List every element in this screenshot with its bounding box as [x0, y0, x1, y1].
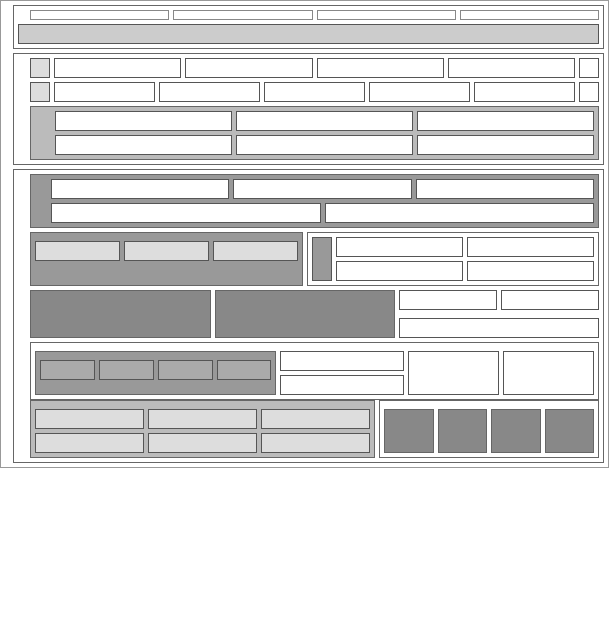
base-item	[467, 261, 594, 281]
analysis-item	[417, 111, 594, 131]
test-item	[213, 241, 298, 261]
test-platform-group	[30, 232, 303, 286]
saas-item	[369, 82, 470, 102]
saas-item	[159, 82, 260, 102]
rule-engine	[280, 351, 403, 371]
app-col-general	[173, 10, 312, 20]
base-services-group	[307, 232, 599, 286]
test-item	[124, 241, 209, 261]
saas-item	[54, 82, 155, 102]
apps-section	[13, 5, 604, 49]
tsdb	[280, 375, 403, 395]
dev-center-group	[30, 174, 599, 228]
data-routing	[408, 351, 499, 395]
saas-item	[54, 58, 181, 78]
dev-item	[51, 179, 229, 199]
public-lib-label	[30, 82, 50, 102]
base-item	[336, 237, 463, 257]
ms-item	[261, 409, 370, 429]
base-item	[467, 237, 594, 257]
iot-info-group	[35, 351, 276, 395]
algo-factory	[215, 290, 396, 338]
iot-item	[217, 360, 272, 380]
mw-item	[438, 409, 487, 453]
saas-item	[448, 58, 575, 78]
app-col-regional	[30, 10, 169, 20]
industry-app-label	[35, 111, 51, 155]
mw-item	[545, 409, 594, 453]
dev-item	[325, 203, 595, 223]
dev-item	[416, 179, 594, 199]
saas-section	[13, 53, 604, 165]
microservice-gov-group	[30, 400, 375, 458]
analysis-item	[236, 135, 413, 155]
unified-portal	[18, 24, 599, 44]
iot-item	[40, 360, 95, 380]
domain-services-label	[30, 58, 50, 78]
data-factory	[30, 290, 211, 338]
ms-item	[148, 409, 257, 429]
protocol-gateway	[503, 351, 594, 395]
analysis-item	[55, 135, 232, 155]
paas-section	[13, 169, 604, 463]
paas-label	[18, 174, 26, 458]
saas-item	[474, 82, 575, 102]
ms-item	[261, 433, 370, 453]
base-services-label	[312, 237, 332, 281]
api-lib	[399, 318, 599, 338]
saas-item	[264, 82, 365, 102]
dev-item	[233, 179, 411, 199]
analysis-item	[417, 135, 594, 155]
iot-platform-group	[30, 342, 599, 400]
saas-more	[579, 82, 599, 102]
analysis-item	[55, 111, 232, 131]
app-middleware-group	[379, 400, 599, 458]
saas-more	[579, 58, 599, 78]
analysis-item	[236, 111, 413, 131]
test-item	[35, 241, 120, 261]
ms-item	[35, 433, 144, 453]
main-system-label	[1, 1, 9, 467]
architecture-diagram	[0, 0, 609, 468]
iot-item	[99, 360, 154, 380]
saas-item	[185, 58, 312, 78]
component-lib	[501, 290, 599, 310]
iot-item	[158, 360, 213, 380]
app-col-industry	[317, 10, 456, 20]
model-lib	[399, 290, 497, 310]
industry-app-group	[30, 106, 599, 160]
mw-item	[491, 409, 540, 453]
saas-label	[18, 58, 26, 160]
dev-center-label	[35, 179, 47, 223]
app-col-thirdparty	[460, 10, 599, 20]
ms-item	[35, 409, 144, 429]
ms-item	[148, 433, 257, 453]
dev-item	[51, 203, 321, 223]
apps-label	[18, 10, 26, 20]
base-item	[336, 261, 463, 281]
mw-item	[384, 409, 433, 453]
saas-item	[317, 58, 444, 78]
